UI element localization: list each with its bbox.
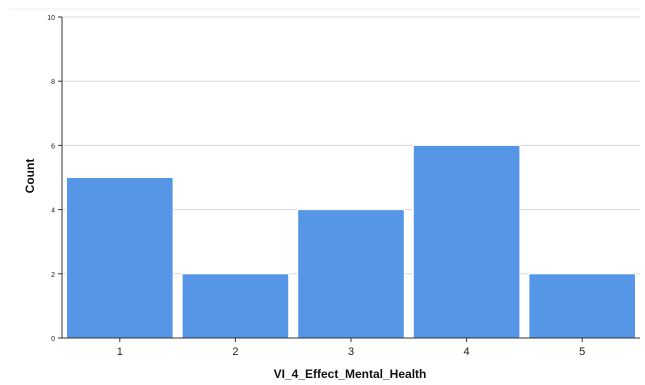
bar-1: [66, 177, 174, 339]
y-tick-label: 10: [47, 15, 55, 22]
y-tick-label: 4: [51, 208, 55, 215]
x-axis-title: VI_4_Effect_Mental_Health: [274, 367, 427, 381]
bar-2: [181, 273, 290, 339]
x-tick-label: 2: [232, 346, 238, 358]
bar-4: [412, 144, 521, 339]
x-tick-label: 3: [348, 346, 354, 358]
y-tick-label: 8: [51, 79, 55, 86]
y-tick-label: 0: [51, 336, 55, 343]
x-tick-label: 5: [579, 346, 585, 358]
x-tick-labels: 1 2 3 4 5: [117, 338, 585, 358]
bar-3: [297, 209, 405, 339]
x-tick-label: 1: [117, 346, 123, 358]
x-tick-label: 4: [464, 346, 470, 358]
y-tick-labels: 0 2 4 6 8 10: [47, 15, 62, 343]
y-axis-title: Count: [23, 159, 37, 194]
y-tick-label: 6: [51, 143, 55, 150]
bar-5: [528, 273, 637, 339]
y-tick-label: 2: [51, 272, 55, 279]
bars: [66, 144, 637, 339]
